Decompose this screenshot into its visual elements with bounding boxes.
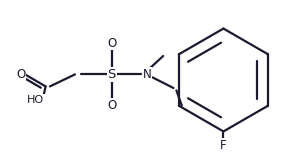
Text: O: O: [107, 37, 116, 50]
Text: O: O: [16, 68, 25, 81]
Text: N: N: [143, 68, 151, 81]
Text: O: O: [107, 99, 116, 112]
Text: HO: HO: [27, 95, 44, 105]
Text: F: F: [220, 139, 227, 152]
Text: S: S: [108, 68, 116, 81]
